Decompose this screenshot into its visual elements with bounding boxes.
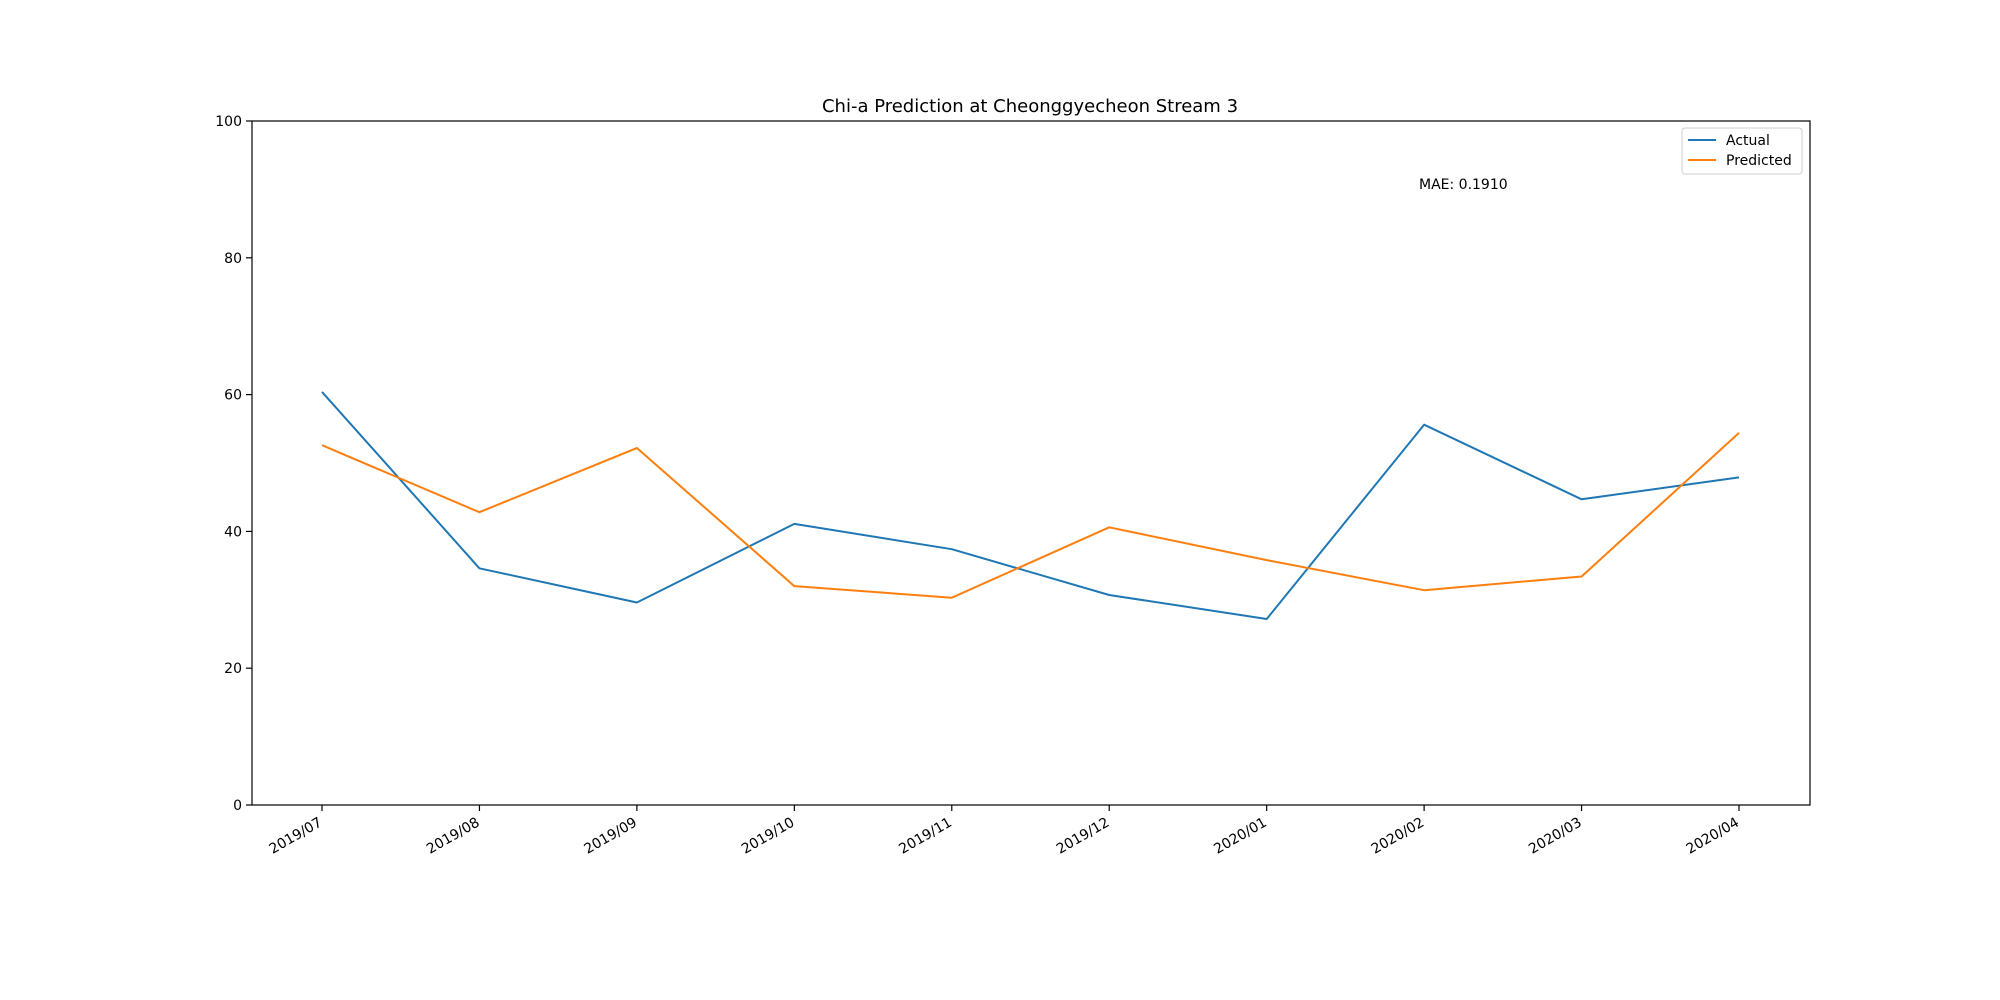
y-tick-label: 0 (233, 798, 242, 814)
chart-title: Chi-a Prediction at Cheonggyecheon Strea… (822, 96, 1238, 117)
plot-frame (251, 120, 1811, 806)
y-tick-label: 60 (224, 388, 242, 404)
y-tick-label: 20 (224, 661, 242, 677)
y-tick-label: 40 (224, 524, 242, 540)
mae-annotation: MAE: 0.1910 (1419, 177, 1508, 193)
series-line-actual (321, 391, 1740, 620)
legend-label-actual: Actual (1726, 133, 1770, 149)
series-line-predicted (321, 432, 1740, 599)
legend: Actual Predicted (1681, 127, 1803, 175)
y-axis: 0 20 40 60 80 100 (215, 114, 252, 814)
legend-label-predicted: Predicted (1726, 153, 1792, 169)
series-lines (321, 391, 1740, 620)
y-tick-label: 80 (224, 251, 242, 267)
y-tick-label: 100 (215, 114, 242, 130)
